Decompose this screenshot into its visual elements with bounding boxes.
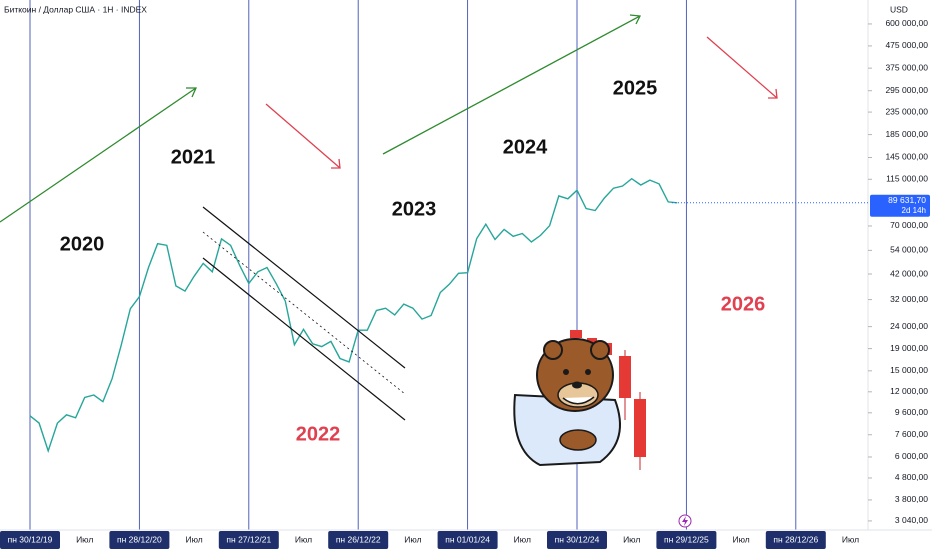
arrow [706, 36, 778, 99]
currency: USD [890, 4, 908, 14]
annotation: 2022 [296, 423, 341, 445]
x-tick-label: Июл [732, 534, 749, 544]
y-tick-label: 19 000,00 [890, 343, 928, 353]
bear-ear [543, 340, 563, 360]
arrow-head [768, 88, 778, 99]
x-label-box [218, 531, 279, 549]
annotation: 2024 [503, 136, 548, 158]
y-tick-label: 70 000,00 [890, 220, 928, 230]
y-tick-label: 3 800,00 [895, 494, 928, 504]
x-tick-label: Июл [842, 534, 859, 544]
x-tick-label: пн 26/12/22 [336, 534, 381, 544]
annotation: 2023 [392, 198, 437, 220]
arrow-head [331, 158, 341, 169]
y-tick-label: 115 000,00 [886, 174, 928, 184]
chart-title: Биткоин / Доллар США · 1Н · INDEX [4, 4, 147, 14]
annotation: 2020 [60, 233, 105, 255]
y-tick-label: 12 000,00 [890, 386, 928, 396]
icon-candle [634, 399, 646, 457]
x-tick-label: пн 27/12/21 [226, 534, 271, 544]
price-line [29, 177, 678, 454]
alert-icon [678, 514, 692, 528]
arrow [0, 87, 197, 223]
x-tick-label: пн 01/01/24 [445, 534, 490, 544]
y-tick-label: 3 040,00 [895, 515, 928, 525]
y-tick-label: 24 000,00 [890, 321, 928, 331]
bear-eye [563, 369, 569, 375]
channel-line [202, 257, 406, 421]
annotation: 2026 [721, 293, 766, 315]
y-tick-label: 145 000,00 [885, 152, 928, 162]
bear-eye [585, 369, 591, 375]
bear-illustration [513, 330, 646, 470]
arrow-head [186, 87, 198, 98]
bear-grin [562, 396, 595, 405]
x-label-box [328, 531, 389, 549]
last-price-label: 89 631,70 [888, 195, 926, 205]
icon-candle [570, 330, 582, 338]
last-price-box [870, 194, 930, 217]
y-tick-label: 42 000,00 [890, 268, 928, 278]
annotation: 2025 [613, 77, 658, 99]
x-tick-label: Июл [76, 534, 93, 544]
x-tick-label: Июл [514, 534, 531, 544]
bear-paws [559, 429, 597, 451]
x-tick-label: пн 28/12/26 [773, 534, 818, 544]
y-tick-label: 235 000,00 [885, 106, 928, 116]
y-tick-label: 15 000,00 [890, 365, 928, 375]
x-tick-label: пн 30/12/24 [555, 534, 600, 544]
icon-candle [587, 338, 597, 345]
x-label-box [109, 531, 170, 549]
y-tick-label: 7 600,00 [895, 429, 928, 439]
channel-line [202, 206, 406, 369]
x-label-box [656, 531, 717, 549]
x-tick-label: Июл [185, 534, 202, 544]
y-tick-label: 295 000,00 [885, 85, 928, 95]
y-tick-label: 475 000,00 [885, 40, 928, 50]
x-label-box [0, 531, 60, 549]
x-label-box [437, 531, 498, 549]
channel-mid [202, 231, 406, 395]
alert-bolt [682, 516, 688, 526]
x-tick-label: Июл [295, 534, 312, 544]
x-tick-label: Июл [623, 534, 640, 544]
x-tick-label: пн 28/12/20 [117, 534, 162, 544]
plot-area [29, 0, 797, 530]
x-tick-label: пн 30/12/19 [8, 534, 53, 544]
bear-ear [590, 340, 610, 360]
y-tick-label: 375 000,00 [885, 62, 928, 72]
y-tick-label: 600 000,00 [885, 18, 928, 28]
bear-nose [572, 381, 582, 389]
icon-candle [619, 356, 631, 398]
x-label-box [547, 531, 607, 549]
x-tick-label: Июл [404, 534, 421, 544]
bear-body [513, 393, 621, 467]
x-tick-label: пн 29/12/25 [664, 534, 709, 544]
arrows [0, 14, 778, 223]
countdown: 2d 14h [902, 206, 926, 215]
y-tick-label: 185 000,00 [885, 129, 928, 139]
y-tick-label: 4 800,00 [895, 472, 928, 482]
annotation: 2021 [171, 146, 216, 168]
y-tick-label: 9 600,00 [895, 407, 928, 417]
arrow [265, 103, 341, 169]
arrow-head [629, 14, 642, 25]
price-axis [868, 0, 932, 530]
y-tick-label: 54 000,00 [890, 245, 928, 255]
channel [202, 206, 406, 421]
y-tick-label: 6 000,00 [895, 451, 928, 461]
y-tick-label: 32 000,00 [890, 294, 928, 304]
x-label-box [765, 531, 826, 549]
arrow [382, 15, 641, 155]
